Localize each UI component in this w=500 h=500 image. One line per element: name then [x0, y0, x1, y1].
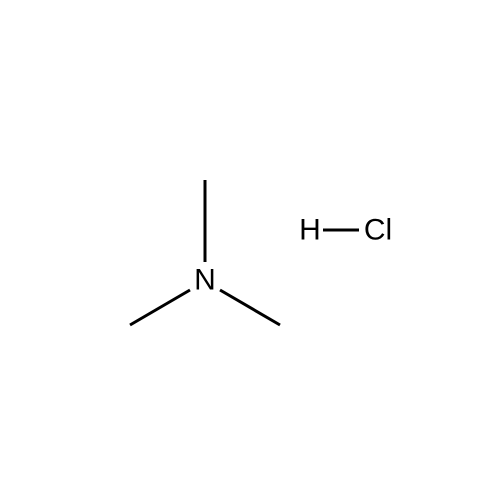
atom-label-n: N [194, 264, 216, 297]
atom-label-cl: Cl [364, 214, 392, 247]
bond [220, 290, 280, 325]
molecule-diagram: N H Cl [0, 0, 500, 500]
bond [130, 290, 190, 325]
atom-label-h: H [299, 214, 321, 247]
